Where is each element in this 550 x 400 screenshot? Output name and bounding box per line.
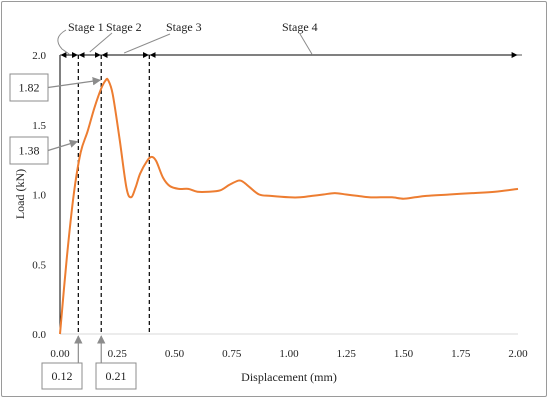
stage-label: Stage 4 — [282, 20, 318, 34]
ticks-layer: 0.00 0.25 0.50 0.75 1.00 1.25 1.50 1.75 2.00 0.0 0… — [32, 50, 528, 360]
load-displacement-curve — [59, 77, 519, 335]
value-callout-label: 0.12 — [52, 369, 73, 383]
y-axis-label: Load (kN) — [13, 169, 27, 219]
x-tick-label: 1.00 — [279, 348, 299, 360]
value-callout-arrow — [47, 139, 79, 152]
value-callout-label: 1.38 — [19, 144, 40, 158]
x-tick-label: 0.50 — [165, 348, 185, 360]
stage-label: Stage 2 — [106, 20, 142, 34]
value-callout-label: 1.82 — [19, 81, 40, 95]
x-tick-label: 1.75 — [451, 348, 471, 360]
y-tick-label: 0.5 — [32, 259, 46, 271]
x-tick-label: 1.25 — [337, 348, 357, 360]
value-callout-box — [95, 362, 137, 390]
x-tick-label: 2.00 — [508, 348, 528, 360]
stage-label: Stage 3 — [166, 20, 202, 34]
annotations-layer: 1.82 1.38 0.12 0.21 — [9, 73, 137, 390]
x-axis-label: Displacement (mm) — [241, 370, 337, 384]
stage-leader-line — [299, 33, 313, 55]
x-tick-label: 1.50 — [394, 348, 414, 360]
series-layer — [59, 77, 519, 335]
value-callout-label: 0.21 — [106, 369, 127, 383]
stage-leader-line — [89, 32, 113, 53]
value-callout-arrow — [47, 77, 102, 89]
y-tick-label: 0.0 — [32, 329, 46, 341]
stage-label: Stage 1 — [68, 20, 104, 34]
x-tick-label: 0.00 — [50, 348, 70, 360]
stage-leader-line — [123, 33, 171, 54]
x-tick-label: 0.75 — [222, 348, 242, 360]
y-tick-label: 1.0 — [32, 190, 46, 202]
y-tick-label: 2.0 — [32, 50, 46, 62]
stage-lines-layer: Stage 1 Stage 2 Stage 3 Stage 4 — [57, 20, 518, 334]
value-callout-box — [41, 362, 83, 390]
value-callout-box — [9, 136, 49, 165]
stage-leader-line — [57, 29, 70, 55]
x-tick-label: 0.25 — [108, 348, 128, 360]
y-tick-label: 1.5 — [32, 120, 46, 132]
